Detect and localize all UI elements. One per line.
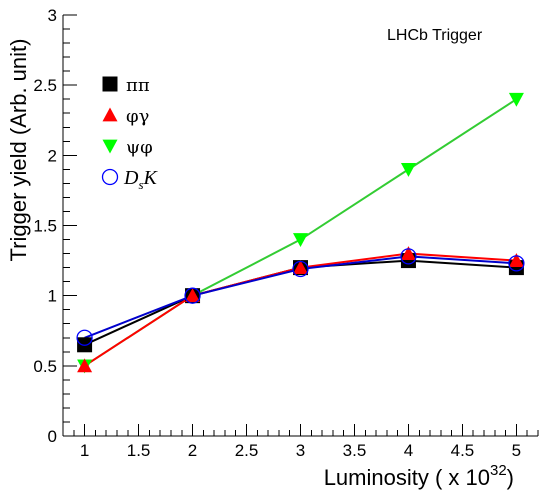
y-axis-title: Trigger yield (Arb. unit)	[6, 39, 31, 262]
y-tick-label: 3	[48, 6, 57, 25]
legend-marker	[102, 76, 118, 92]
y-tick-label: 2	[48, 146, 57, 165]
legend: ππ φγ ψφ DsK	[101, 75, 159, 192]
data-point	[508, 92, 524, 107]
x-axis-title-close: )	[507, 465, 514, 490]
x-tick-label: 2.5	[235, 441, 259, 460]
data-point	[77, 358, 93, 373]
data-point	[400, 246, 416, 260]
x-tick-label: 5	[512, 441, 521, 460]
data-point	[508, 253, 524, 267]
data-point	[76, 329, 93, 346]
legend-marker	[101, 168, 119, 186]
legend-marker	[102, 107, 118, 122]
x-tick-label: 1.5	[127, 441, 151, 460]
data-point	[400, 248, 417, 265]
legend-label: ψφ	[126, 137, 153, 158]
data-point	[185, 288, 201, 303]
legend-label: φγ	[126, 106, 149, 127]
x-axis-ticks: 1 1.5 2 2.5 3 3.5 4 4.5 5	[62, 424, 539, 460]
x-tick-label: 3.5	[343, 441, 367, 460]
x-tick-label: 2	[188, 441, 197, 460]
data-point	[292, 260, 309, 278]
x-tick-label: 4	[404, 441, 413, 460]
legend-label: DsK	[123, 167, 159, 192]
x-axis-title-exponent: 32	[490, 462, 507, 479]
y-tick-label: 1.5	[33, 217, 57, 236]
y-tick-label: 1	[48, 287, 57, 306]
y-tick-label: 0	[48, 427, 57, 446]
annotation-text: LHCb Trigger	[387, 27, 483, 44]
x-tick-label: 3	[296, 441, 305, 460]
y-tick-label: 2.5	[33, 76, 57, 95]
legend-marker	[102, 139, 118, 154]
y-tick-label: 0.5	[33, 357, 57, 376]
y-axis-ticks: 0 0.5 1 1.5 2 2.5 3	[33, 6, 77, 446]
data-point	[293, 233, 308, 248]
x-tick-label: 1	[80, 441, 89, 460]
series-markers	[76, 92, 525, 374]
data-point	[400, 162, 416, 177]
data-point	[508, 255, 525, 272]
x-tick-label: 4.5	[451, 441, 475, 460]
x-axis-title: Luminosity ( x 1032)	[324, 462, 514, 490]
data-point	[184, 287, 201, 304]
data-point	[293, 260, 308, 274]
legend-label: ππ	[126, 75, 150, 96]
x-axis-title-main: Luminosity ( x 10	[324, 465, 490, 490]
